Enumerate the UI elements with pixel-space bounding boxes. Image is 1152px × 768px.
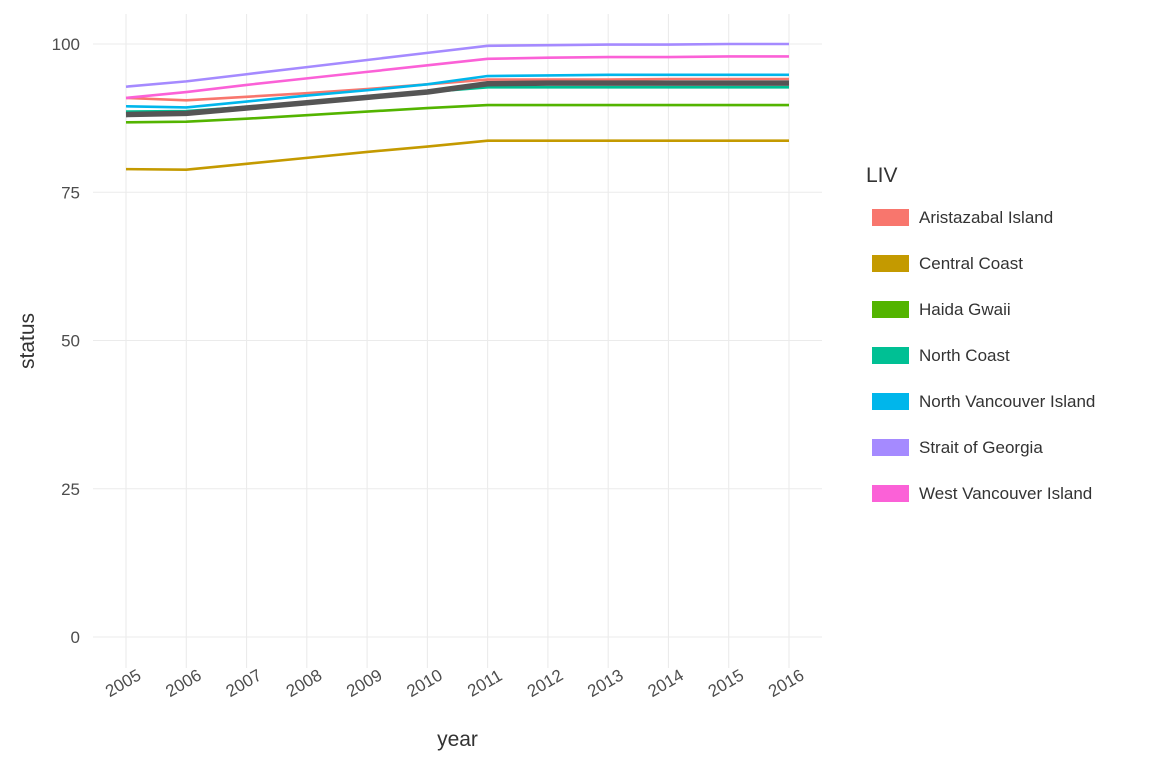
series-line-haida-gwaii bbox=[125, 103, 789, 124]
y-tick-label: 75 bbox=[61, 183, 80, 202]
series-line-central-coast bbox=[125, 139, 789, 172]
x-tick-label: 2012 bbox=[524, 666, 566, 701]
y-tick-label: 25 bbox=[61, 480, 80, 499]
series-lines bbox=[125, 42, 789, 172]
series-line-strait-of-georgia bbox=[125, 42, 789, 88]
x-tick-label: 2013 bbox=[584, 666, 626, 701]
x-tick-label: 2005 bbox=[102, 666, 144, 701]
series-line-aristazabal-island bbox=[125, 77, 789, 102]
grid-lines bbox=[93, 14, 822, 668]
y-tick-label: 50 bbox=[61, 332, 80, 351]
legend-swatch bbox=[872, 439, 909, 456]
series-line-unlabeled bbox=[125, 80, 789, 118]
legend-swatch bbox=[872, 255, 909, 272]
x-tick-label: 2016 bbox=[765, 666, 807, 701]
series-line-north-vancouver-island bbox=[125, 73, 789, 109]
legend-label: Aristazabal Island bbox=[919, 208, 1053, 227]
y-tick-label: 100 bbox=[52, 35, 80, 54]
legend-swatch bbox=[872, 393, 909, 410]
x-tick-label: 2008 bbox=[283, 666, 325, 701]
x-tick-label: 2015 bbox=[705, 666, 747, 701]
x-tick-label: 2006 bbox=[162, 666, 204, 701]
y-axis-ticks: 0 25 50 75 100 bbox=[52, 35, 80, 647]
series-line-west-vancouver-island bbox=[125, 55, 789, 100]
legend-label: Strait of Georgia bbox=[919, 438, 1043, 457]
x-tick-label: 2009 bbox=[343, 666, 385, 701]
x-tick-label: 2010 bbox=[403, 666, 445, 701]
legend-label: Haida Gwaii bbox=[919, 300, 1011, 319]
legend-items: Aristazabal Island Central Coast Haida Gwa… bbox=[872, 208, 1095, 503]
x-axis-title: year bbox=[437, 728, 478, 751]
legend-swatch bbox=[872, 485, 909, 502]
legend-swatch bbox=[872, 209, 909, 226]
legend-label: Central Coast bbox=[919, 254, 1023, 273]
legend: LIV Aristazabal Island Central Coast Haida… bbox=[866, 164, 1095, 503]
x-tick-label: 2007 bbox=[223, 666, 265, 701]
y-axis-title: status bbox=[16, 313, 39, 369]
x-tick-label: 2014 bbox=[645, 666, 687, 701]
legend-label: West Vancouver Island bbox=[919, 484, 1092, 503]
legend-label: North Coast bbox=[919, 346, 1010, 365]
legend-swatch bbox=[872, 301, 909, 318]
legend-label: North Vancouver Island bbox=[919, 392, 1095, 411]
x-tick-label: 2011 bbox=[464, 666, 505, 701]
legend-swatch bbox=[872, 347, 909, 364]
y-tick-label: 0 bbox=[71, 628, 80, 647]
legend-title: LIV bbox=[866, 164, 898, 187]
x-axis-ticks: 2005 2006 2007 2008 2009 2010 2011 2012 2013 2014… bbox=[102, 666, 807, 701]
